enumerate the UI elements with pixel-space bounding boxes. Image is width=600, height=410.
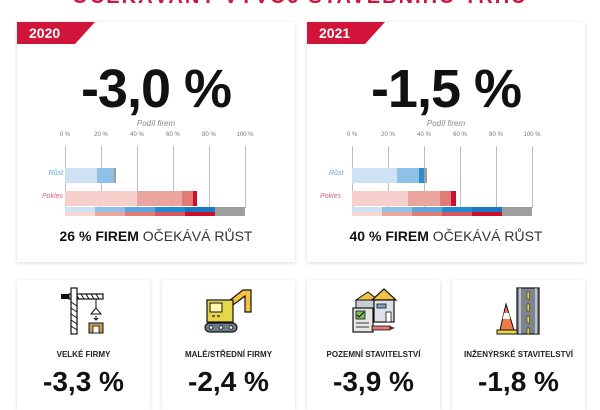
segment-card-large-firms: VELKÉ FIRMY -3,3 % [17,280,150,410]
year-card-2021: 2021 -1,5 % Podíl firem 0 % 20 % 40 % 60… [307,22,585,262]
tick-label: 0 % [59,132,71,138]
tag-shape-icon [17,22,95,44]
tick-label: 60 % [166,132,180,138]
tick-label: 100 % [236,132,254,138]
segment-label: POZEMNÍ STAVITELSTVÍ [326,350,421,359]
expect-rest: OČEKÁVÁ RŮST [138,228,253,244]
tag-shape-icon [307,22,385,44]
bar-chart-2021: 0 % 20 % 40 % 60 % 80 % 100 % Růst Pokle… [307,132,585,212]
decline-bar [352,191,456,206]
tick-label: 100 % [523,132,541,138]
tick-label: 80 % [489,132,503,138]
expect-rest: OČEKÁVÁ RŮST [428,228,543,244]
year-label: 2021 [319,25,351,41]
year-card-2020: 2020 -3,0 % Podíl firem 0 % 20 % 40 % 60… [17,22,295,262]
gridline [137,146,138,208]
expect-bold: 40 % FIREM [349,228,429,244]
year-tag: 2021 [307,22,385,44]
growth-bar [65,168,116,183]
road-cone-icon [496,287,540,335]
tick-label: 20 % [94,132,108,138]
row-label-growth: Růst [329,170,344,177]
tick-label: 60 % [453,132,467,138]
color-legend [65,207,245,216]
tick-label: 40 % [417,132,431,138]
headline-value: -1,5 % [370,59,522,119]
gridline [496,146,497,208]
color-legend [352,207,532,216]
house-blueprint-icon [351,288,398,333]
tick-label: 20 % [381,132,395,138]
row-label-decline: Pokles [41,193,63,200]
growth-expectation: 40 % FIREM OČEKÁVÁ RŮST [307,228,585,244]
segment-card-small-medium-firms: MALÉ/STŘEDNÍ FIRMY -2,4 % [162,280,295,410]
decline-bar [65,191,197,206]
growth-bar [352,168,427,183]
row-label-decline: Pokles [320,193,342,200]
gridline [173,146,174,208]
excavator-icon [203,289,252,333]
segment-label: MALÉ/STŘEDNÍ FIRMY [184,350,273,359]
row-label-growth: Růst [48,170,63,177]
segment-card-civil-engineering: INŽENÝRSKÉ STAVITELSTVÍ -1,8 % [452,280,585,410]
gridline [245,146,246,208]
segment-card-building-construction: POZEMNÍ STAVITELSTVÍ -3,9 % [307,280,440,410]
segment-value: -3,3 % [43,366,124,397]
gridline [460,146,461,208]
gridline [209,146,210,208]
segment-label: INŽENÝRSKÉ STAVITELSTVÍ [463,350,574,359]
expect-bold: 26 % FIREM [59,228,139,244]
growth-expectation: 26 % FIREM OČEKÁVÁ RŮST [17,228,295,244]
headline-value: -3,0 % [80,59,232,119]
chart-title: Podíl firem [136,119,176,128]
segment-label: VELKÉ FIRMY [56,350,111,359]
crane-icon [60,287,104,335]
tick-label: 80 % [202,132,216,138]
segment-value: -2,4 % [188,366,269,397]
bar-chart-2020: 0 % 20 % 40 % 60 % 80 % 100 % Růst Pokle… [17,132,295,212]
segment-value: -1,8 % [478,366,559,397]
page-title: OČEKÁVANÝ VÝVOJ STAVEBNÍHO TRHU [0,0,600,9]
tick-label: 0 % [346,132,358,138]
tick-label: 40 % [130,132,144,138]
year-tag: 2020 [17,22,95,44]
year-label: 2020 [29,25,61,41]
chart-title: Podíl firem [426,119,466,128]
gridline [532,146,533,208]
segment-value: -3,9 % [333,366,414,397]
